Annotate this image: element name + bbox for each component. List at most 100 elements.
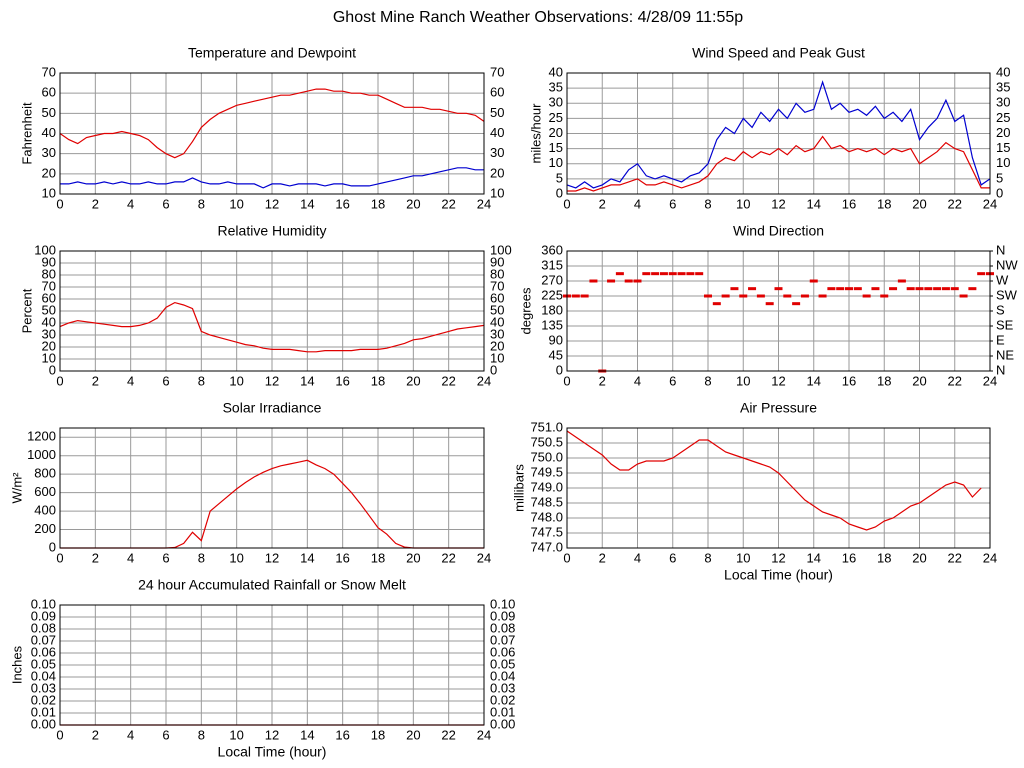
data-point <box>880 294 889 298</box>
data-point <box>853 287 862 291</box>
x-tick-label: 4 <box>634 373 641 388</box>
y-tick-label: 50 <box>42 105 56 120</box>
y-tick-label: 20 <box>42 165 56 180</box>
x-tick-label: 20 <box>912 196 926 211</box>
y-tick-label-right: 40 <box>490 314 504 329</box>
y-tick-label-right: 60 <box>490 85 504 100</box>
y-tick-label: 200 <box>34 521 56 536</box>
data-point <box>739 294 748 298</box>
y-tick-label-right: 90 <box>490 254 504 269</box>
y2-tick-label: SE <box>996 317 1014 332</box>
y-tick-label: 747.0 <box>530 539 563 554</box>
y-tick-label: 800 <box>34 466 56 481</box>
x-tick-label: 2 <box>599 196 606 211</box>
x-tick-label: 18 <box>877 196 891 211</box>
y-tick-label: 0.00 <box>31 716 56 731</box>
y-tick-label: 135 <box>541 317 563 332</box>
y-tick-label: 750.0 <box>530 449 563 464</box>
x-tick-label: 16 <box>842 196 856 211</box>
data-point <box>748 287 757 291</box>
data-line <box>566 430 982 531</box>
y-tick-label: 0.03 <box>31 680 56 695</box>
x-tick-label: 16 <box>842 373 856 388</box>
x-tick-label: 8 <box>198 550 205 565</box>
chart-title: Wind Direction <box>733 223 824 239</box>
x-tick-label: 0 <box>56 373 63 388</box>
x-tick-label: 10 <box>736 196 750 211</box>
x-tick-label: 12 <box>771 550 785 565</box>
x-tick-label: 6 <box>162 550 169 565</box>
y-tick-label: 0 <box>49 539 56 554</box>
chart-title: Solar Irradiance <box>223 400 322 416</box>
y-axis-label: Fahrenheit <box>19 102 34 165</box>
x-tick-label: 18 <box>877 373 891 388</box>
y-tick-label: 315 <box>541 257 563 272</box>
y-tick-label: 20 <box>42 338 56 353</box>
data-point <box>915 287 924 291</box>
y-tick-label-right: 10 <box>490 350 504 365</box>
y-tick-label: 15 <box>549 140 563 155</box>
y-tick-label: 40 <box>42 125 56 140</box>
y-axis-label: millibars <box>511 464 526 512</box>
data-line <box>59 301 485 353</box>
y-tick-label: 748.0 <box>530 509 563 524</box>
data-point <box>589 279 598 283</box>
y-tick-label-right: 20 <box>996 125 1010 140</box>
data-line <box>59 88 485 159</box>
data-point <box>668 272 677 276</box>
x-tick-label: 4 <box>127 373 134 388</box>
y-tick-label: 100 <box>34 242 56 257</box>
plot-frame <box>59 604 485 726</box>
y-tick-label-right: 50 <box>490 302 504 317</box>
x-tick-label: 12 <box>265 727 279 742</box>
y2-tick-label: NW <box>996 257 1018 272</box>
y-tick-label: 10 <box>549 155 563 170</box>
y-tick-label: 40 <box>549 64 563 79</box>
y-axis-label: Percent <box>19 288 34 333</box>
y-tick-label: 0.04 <box>31 668 56 683</box>
x-tick-label: 2 <box>92 727 99 742</box>
x-tick-label: 10 <box>229 550 243 565</box>
y-tick-label: 0.05 <box>31 656 56 671</box>
x-tick-label: 2 <box>92 373 99 388</box>
y-tick-label: 50 <box>42 302 56 317</box>
y2-tick-label: N <box>996 362 1005 377</box>
x-tick-label: 10 <box>229 196 243 211</box>
data-point <box>783 294 792 298</box>
data-point <box>871 287 880 291</box>
chart-panel: 24 hour Accumulated Rainfall or Snow Mel… <box>9 577 515 760</box>
y-tick-label: 270 <box>541 272 563 287</box>
x-tick-label: 22 <box>441 550 455 565</box>
y-tick-label-right: 25 <box>996 110 1010 125</box>
y-tick-label-right: 10 <box>996 155 1010 170</box>
y-tick-label: 0 <box>556 185 563 200</box>
chart-title: Air Pressure <box>740 400 817 416</box>
data-point <box>933 287 942 291</box>
y-tick-label: 5 <box>556 170 563 185</box>
x-tick-label: 6 <box>162 373 169 388</box>
data-point <box>774 287 783 291</box>
y-tick-label: 0.09 <box>31 608 56 623</box>
y-axis-label: Inches <box>9 645 24 684</box>
data-line <box>567 135 990 192</box>
y-tick-label-right: 15 <box>996 140 1010 155</box>
x-tick-label: 4 <box>634 550 641 565</box>
data-point <box>730 287 739 291</box>
y-tick-label-right: 0.03 <box>490 680 515 695</box>
y-tick-label: 0 <box>556 362 563 377</box>
y-tick-label-right: 0.07 <box>490 632 515 647</box>
data-point <box>924 287 933 291</box>
y-axis-label: miles/hour <box>528 103 543 164</box>
data-point <box>977 272 986 276</box>
x-tick-label: 0 <box>56 727 63 742</box>
page-title: Ghost Mine Ranch Weather Observations: 4… <box>333 9 743 26</box>
x-tick-label: 8 <box>704 550 711 565</box>
chart-panel: Wind Directiondegrees0459013518022527031… <box>518 223 1018 389</box>
x-tick-label: 20 <box>406 196 420 211</box>
x-tick-label: 6 <box>162 727 169 742</box>
data-point <box>941 287 950 291</box>
x-tick-label: 16 <box>335 550 349 565</box>
y-tick-label: 0.10 <box>31 596 56 611</box>
